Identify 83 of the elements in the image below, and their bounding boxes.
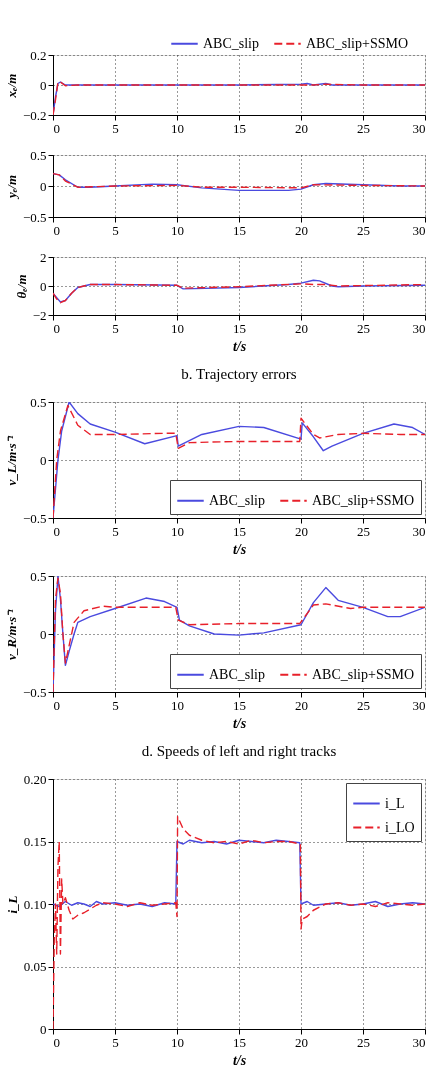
x-tick-label: 10 — [171, 320, 184, 336]
x-axis-title: t/s — [232, 1052, 247, 1066]
y-tick-label: −0.5 — [22, 684, 47, 700]
y-tick-label: 0 — [40, 452, 47, 468]
x-tick-label: 10 — [171, 523, 184, 539]
x-tick-label: 15 — [233, 523, 246, 539]
y-tick-label: −0.5 — [22, 209, 47, 225]
x-tick-label: 20 — [295, 120, 308, 136]
y-tick-label: 0 — [40, 178, 47, 194]
x-tick-label: 20 — [295, 697, 308, 713]
x-tick-label: 25 — [357, 523, 370, 539]
y-tick-label: 0.20 — [23, 771, 47, 787]
x-tick-label: 15 — [233, 222, 246, 238]
x-tick-label: 25 — [357, 1034, 370, 1050]
x-tick-label: 30 — [412, 523, 426, 539]
x-tick-label: 0 — [53, 523, 60, 539]
legend-label: ABC_slip — [209, 666, 266, 682]
x-tick-label: 25 — [357, 222, 370, 238]
x-tick-label: 25 — [357, 320, 370, 336]
legend-label: i_L — [385, 795, 405, 811]
x-tick-label: 0 — [53, 1034, 60, 1050]
x-tick-label: 5 — [112, 320, 119, 336]
y-tick-label: 0 — [40, 77, 47, 93]
x-tick-label: 0 — [53, 697, 60, 713]
x-tick-label: 25 — [357, 697, 370, 713]
y-axis-title: xₑ/m — [3, 73, 19, 99]
legend-label: ABC_slip+SSMO — [306, 35, 409, 51]
y-tick-label: 0.05 — [23, 959, 47, 974]
x-tick-label: 20 — [295, 222, 308, 238]
y-axis-title: v_L/m·s⁻¹ — [3, 435, 19, 486]
text: d. Speeds of left and right tracks — [141, 743, 337, 759]
legend-label: ABC_slip — [209, 492, 266, 508]
x-tick-label: 15 — [233, 1034, 246, 1050]
x-tick-label: 25 — [357, 120, 370, 136]
x-axis-title: t/s — [232, 541, 247, 557]
x-tick-label: 10 — [171, 697, 184, 713]
y-tick-label: 0.10 — [23, 896, 47, 912]
y-axis-title: i_L — [4, 895, 20, 914]
y-tick-label: 0 — [40, 278, 47, 294]
legend-label: i_LO — [385, 819, 415, 835]
x-tick-label: 20 — [295, 1034, 308, 1050]
x-tick-label: 30 — [412, 320, 426, 336]
x-axis-title: t/s — [232, 338, 247, 354]
x-tick-label: 15 — [233, 120, 246, 136]
y-tick-label: 0.5 — [30, 568, 47, 584]
y-tick-label: 0 — [40, 1021, 47, 1037]
y-tick-label: −0.5 — [22, 510, 47, 526]
line-series — [53, 839, 425, 908]
y-tick-label: −0.2 — [22, 107, 47, 123]
x-tick-label: 15 — [233, 320, 246, 336]
x-tick-label: 5 — [112, 222, 119, 238]
x-tick-label: 0 — [53, 222, 60, 238]
x-tick-label: 0 — [53, 120, 60, 136]
text: b. Trajectory errors — [181, 366, 297, 382]
y-tick-label: 0.15 — [23, 834, 47, 849]
x-tick-label: 20 — [295, 523, 308, 539]
x-tick-label: 30 — [412, 222, 426, 238]
x-tick-label: 5 — [112, 1034, 119, 1050]
legend-label: ABC_slip — [203, 35, 260, 51]
y-axis-title: yₑ/m — [3, 174, 19, 201]
y-tick-label: 2 — [40, 249, 47, 265]
x-tick-label: 5 — [112, 120, 119, 136]
x-tick-label: 10 — [171, 1034, 184, 1050]
y-tick-label: 0 — [40, 626, 47, 642]
x-tick-label: 5 — [112, 697, 119, 713]
y-tick-label: −2 — [32, 307, 47, 323]
x-tick-label: 30 — [412, 697, 426, 713]
y-axis-title: θₑ/m — [13, 274, 29, 299]
x-tick-label: 10 — [171, 222, 184, 238]
x-tick-label: 10 — [171, 120, 184, 136]
x-tick-label: 5 — [112, 523, 119, 539]
y-axis-title: v_R/m·s⁻¹ — [3, 608, 19, 660]
legend-label: ABC_slip+SSMO — [312, 666, 415, 682]
x-tick-label: 30 — [412, 1034, 426, 1050]
x-tick-label: 0 — [53, 320, 60, 336]
x-tick-label: 15 — [233, 697, 246, 713]
x-tick-label: 30 — [412, 120, 426, 136]
x-axis-title: t/s — [232, 715, 247, 731]
legend-label: ABC_slip+SSMO — [312, 492, 415, 508]
y-tick-label: 0.5 — [30, 147, 47, 163]
x-tick-label: 20 — [295, 320, 308, 336]
y-tick-label: 0.5 — [30, 394, 47, 410]
y-tick-label: 0.2 — [30, 47, 47, 63]
